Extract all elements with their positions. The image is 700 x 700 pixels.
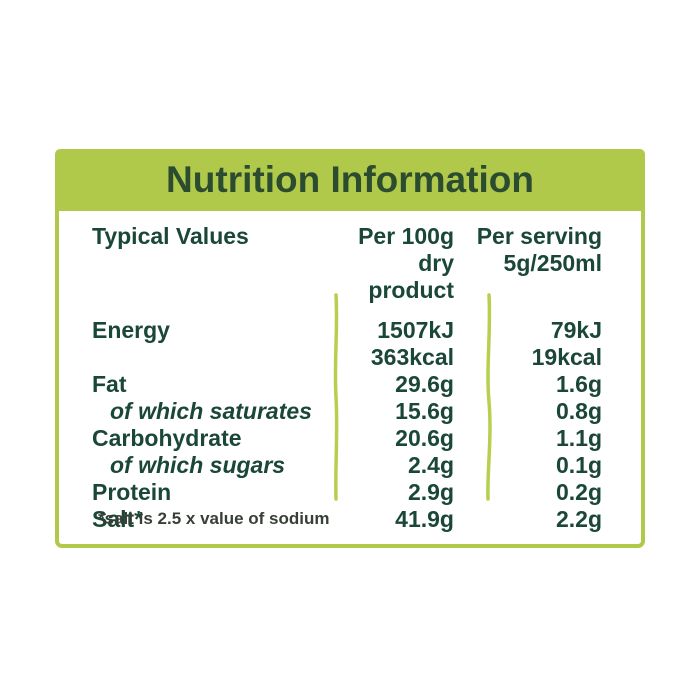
row-value-per-100g: 15.6g [395, 398, 454, 424]
nutrition-label: Nutrition Information Typical Values Per… [55, 149, 645, 548]
row-value-per-100g: 29.6g [395, 371, 454, 397]
col-header-spacer [92, 250, 340, 304]
nutrition-table: Typical Values Per 100g Per serving dry … [92, 223, 602, 533]
row-label: Energy [92, 317, 170, 343]
row-value-per-100g: 363kcal [370, 344, 454, 370]
column-header-row-2: dry product 5g/250ml [92, 250, 602, 304]
table-row-energy-kcal: 363kcal 19kcal [92, 344, 602, 371]
row-value-per-serving: 1.6g [555, 371, 602, 397]
table-row-fat: Fat 29.6g 1.6g [92, 371, 602, 398]
row-label [92, 344, 340, 371]
row-value-per-100g: 20.6g [395, 425, 454, 451]
row-label: of which sugars [110, 452, 286, 478]
table-row-sugars: of which sugars 2.4g 0.1g [92, 452, 602, 479]
row-value-per-100g: 41.9g [395, 506, 454, 532]
col-header-serving-size: 5g/250ml [503, 250, 602, 276]
row-value-per-serving: 0.8g [555, 398, 602, 424]
row-value-per-serving: 2.2g [555, 506, 602, 532]
row-label: Protein [92, 479, 172, 505]
row-label: Fat [92, 371, 127, 397]
column-headers: Typical Values Per 100g Per serving dry … [92, 223, 602, 304]
row-value-per-100g: 2.9g [407, 479, 454, 505]
salt-footnote: *salt is 2.5 x value of sodium [98, 509, 330, 528]
column-header-row-1: Typical Values Per 100g Per serving [92, 223, 602, 250]
row-value-per-serving: 19kcal [531, 344, 602, 370]
table-body: Energy 1507kJ 79kJ 363kcal 19kcal Fat 29… [92, 317, 602, 533]
row-value-per-100g: 1507kJ [377, 317, 454, 343]
row-value-per-100g: 2.4g [407, 452, 454, 478]
table-row-saturates: of which saturates 15.6g 0.8g [92, 398, 602, 425]
col-header-per-serving: Per serving [476, 223, 602, 249]
row-label: Carbohydrate [92, 425, 242, 451]
row-value-per-serving: 0.2g [555, 479, 602, 505]
col-header-dry-product: dry product [368, 250, 454, 303]
label-header-bar: Nutrition Information [55, 149, 645, 211]
row-value-per-serving: 1.1g [555, 425, 602, 451]
table-row-salt: Salt* 41.9g 2.2g [92, 506, 602, 533]
row-value-per-serving: 79kJ [550, 317, 602, 343]
table-row-carbohydrate: Carbohydrate 20.6g 1.1g [92, 425, 602, 452]
table-row-energy-kj: Energy 1507kJ 79kJ [92, 317, 602, 344]
col-header-typical-values: Typical Values [92, 223, 249, 249]
label-title: Nutrition Information [166, 159, 534, 200]
row-value-per-serving: 0.1g [555, 452, 602, 478]
col-header-per-100g: Per 100g [358, 223, 454, 249]
row-label: Salt* [92, 506, 144, 532]
row-label: of which saturates [110, 398, 312, 424]
table-row-protein: Protein 2.9g 0.2g [92, 479, 602, 506]
